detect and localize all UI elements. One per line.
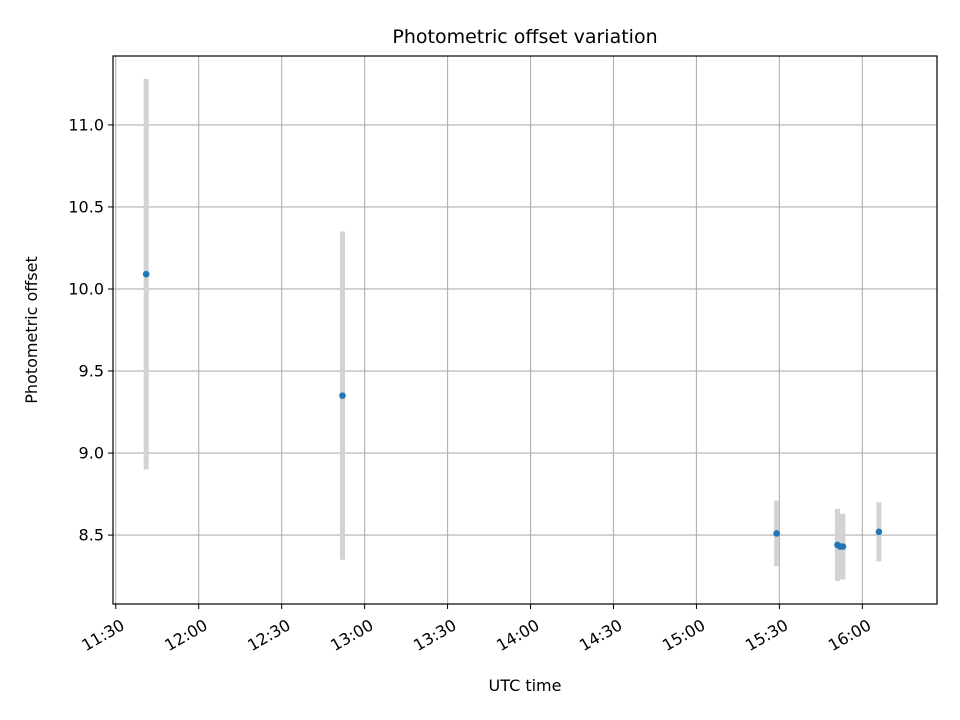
y-tick-label: 9.0	[79, 444, 104, 463]
x-tick-label: 13:30	[410, 615, 459, 655]
data-point	[773, 530, 780, 537]
y-tick-label: 8.5	[79, 526, 104, 545]
x-tick-label: 11:30	[78, 615, 127, 655]
x-axis-label: UTC time	[489, 676, 562, 695]
y-axis-label: Photometric offset	[22, 256, 41, 404]
errorbars	[143, 78, 882, 582]
x-tick-label: 15:00	[659, 615, 708, 655]
data-point	[839, 543, 847, 550]
plot-frame	[112, 55, 938, 605]
y-ticks: 8.5 9.0 9.5 10.0 10.5 11.0	[68, 115, 113, 545]
chart-title: Photometric offset variation	[392, 26, 657, 48]
x-tick-label: 12:00	[161, 615, 210, 655]
grid	[113, 56, 937, 604]
x-tick-label: 16:00	[825, 615, 874, 655]
x-tick-label: 14:30	[576, 615, 625, 655]
data-point	[339, 392, 346, 399]
data-point	[142, 270, 150, 278]
x-tick-label: 14:00	[493, 615, 542, 655]
x-tick-label: 12:30	[244, 615, 293, 655]
data-point	[875, 528, 883, 536]
y-tick-label: 10.5	[68, 197, 104, 216]
y-tick-label: 9.5	[79, 362, 104, 381]
x-tick-label: 13:00	[327, 615, 376, 655]
y-tick-label: 11.0	[68, 115, 104, 134]
data-points	[142, 270, 883, 550]
x-tick-label: 15:30	[742, 615, 791, 655]
y-tick-label: 10.0	[68, 279, 104, 298]
x-ticks: 11:30 12:00 12:30 13:00 13:30 14:00 14:30 15:00…	[78, 604, 874, 655]
